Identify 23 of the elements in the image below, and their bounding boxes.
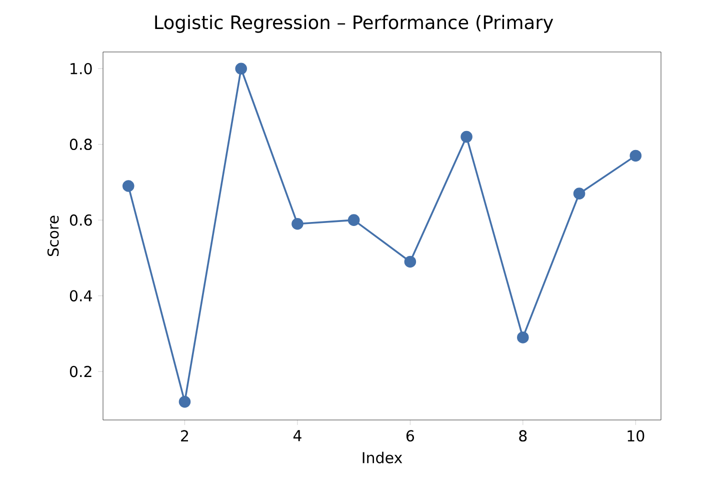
x-tick-label: 6 [406,430,414,442]
x-tick-label: 4 [293,430,302,442]
y-tick-label: 0.6 [70,214,92,226]
x-axis-title: Index [362,452,402,464]
point [630,150,642,162]
x-tick-label: 2 [181,430,188,442]
chart-title: Logistic Regression – Performance (Primary [155,14,554,33]
point [178,396,191,408]
y-tick-label: 0.8 [70,138,92,150]
point [517,332,529,344]
y-tick-label: 1.0 [70,62,92,74]
point [404,256,416,268]
y-axis-title: Score [47,216,59,256]
point [235,62,247,75]
y-tick-label: 0.2 [70,366,92,378]
point [460,130,472,143]
x-tick-label: 8 [519,430,527,442]
point [122,180,134,192]
y-tick-label: 0.4 [70,290,92,302]
point [348,214,360,226]
point [292,218,304,230]
point [573,188,586,200]
x-tick-label: 10 [628,430,644,442]
